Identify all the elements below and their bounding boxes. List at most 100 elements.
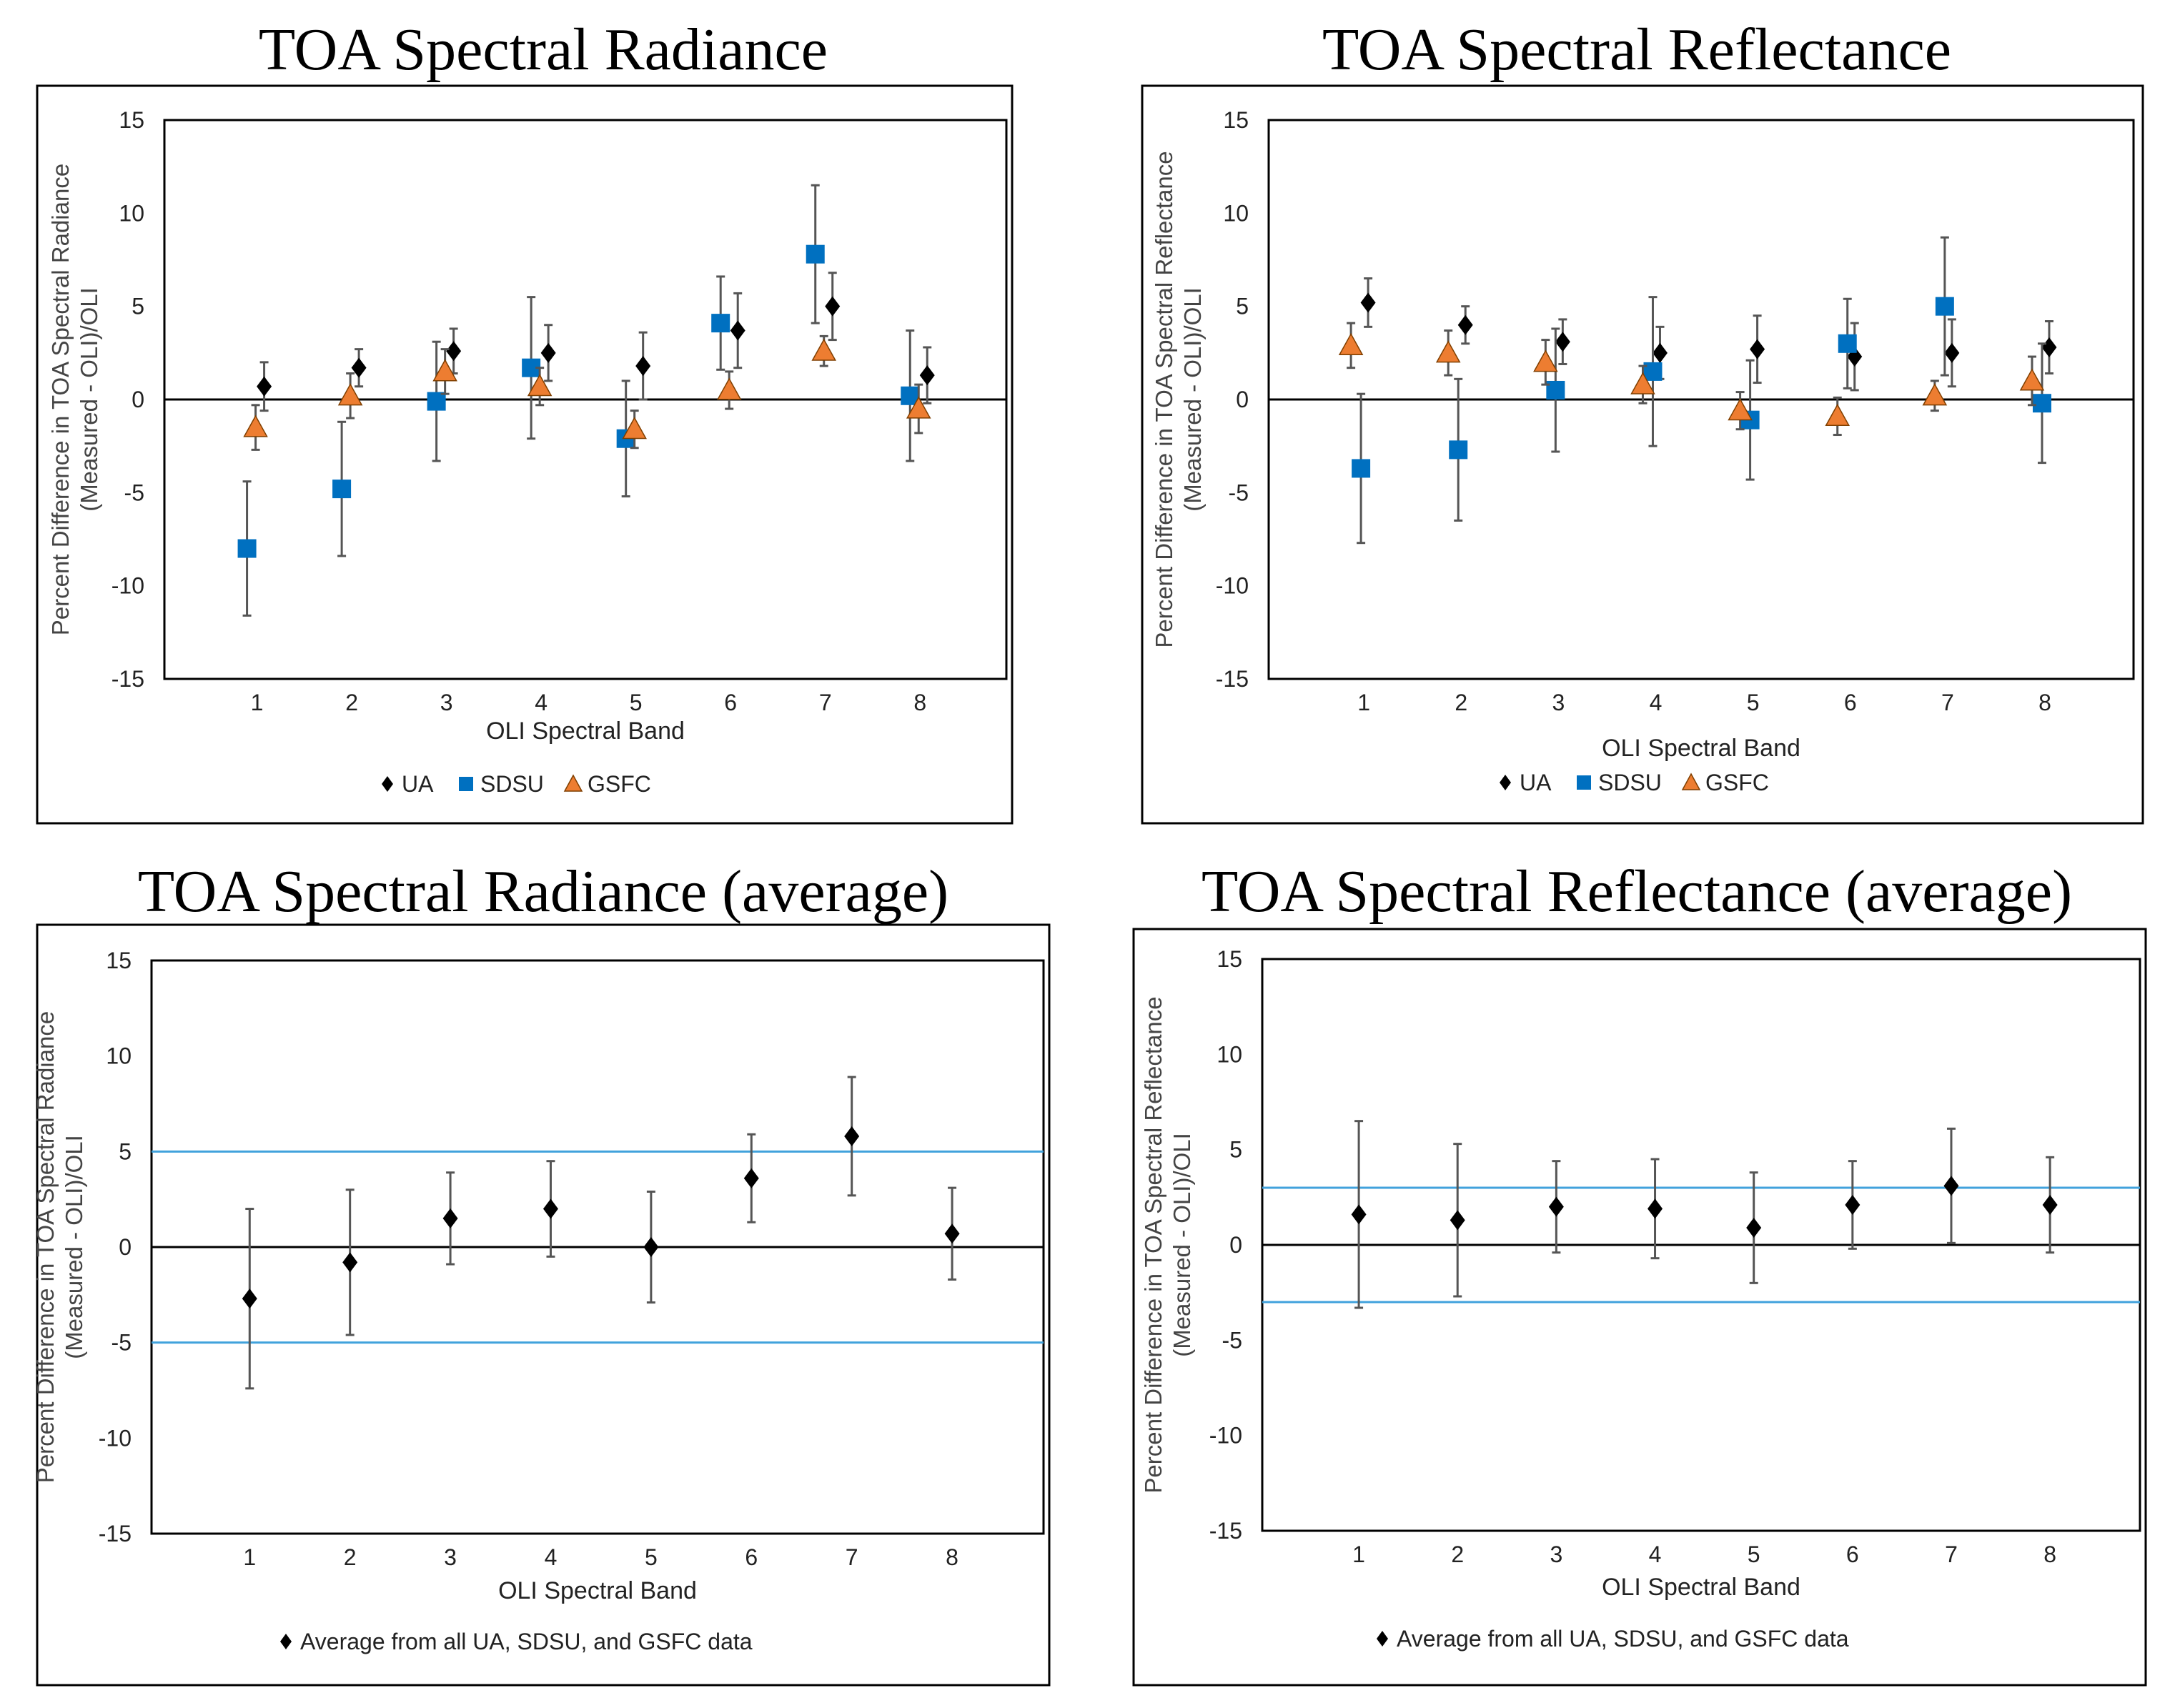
x-tick-label: 8	[2038, 690, 2051, 715]
data-point-square	[2032, 394, 2051, 413]
x-tick-label: 7	[1945, 1541, 1958, 1567]
y-tick-label: -15	[1209, 1518, 1242, 1544]
data-point-diamond	[342, 1252, 358, 1273]
data-point-square	[1352, 459, 1371, 478]
y-tick-label: -5	[112, 1330, 132, 1356]
y-tick-label: -10	[1216, 573, 1249, 599]
y-tick-label: -10	[112, 573, 144, 599]
x-tick-label: 2	[1455, 690, 1467, 715]
y-tick-label: 10	[106, 1043, 132, 1069]
data-point-diamond	[542, 1198, 558, 1219]
y-axis-label: Percent Difference in TOA Spectral Radia…	[47, 164, 102, 635]
data-point-triangle	[1435, 340, 1461, 363]
x-tick-label: 4	[545, 1544, 558, 1570]
data-point-diamond	[1750, 339, 1765, 359]
data-point-triangle	[337, 383, 363, 406]
data-point-diamond	[1555, 332, 1570, 352]
y-tick-label: 10	[119, 200, 144, 226]
x-tick-label: 7	[819, 690, 832, 715]
legend-marker-triangle	[1681, 773, 1701, 790]
data-point-triangle	[811, 338, 837, 361]
y-tick-label: 0	[119, 1234, 132, 1260]
y-tick-label: 5	[132, 294, 144, 319]
data-point-diamond	[351, 357, 367, 378]
y-tick-label: -5	[1222, 1327, 1242, 1353]
data-point-triangle	[716, 377, 742, 400]
data-point-diamond	[442, 1208, 458, 1228]
legend-label: UA	[1520, 770, 1552, 795]
data-point-triangle	[1338, 332, 1364, 355]
legend-marker-diamond	[1500, 775, 1511, 790]
data-point-diamond	[2041, 337, 2057, 358]
y-tick-label: 0	[1236, 387, 1249, 412]
series-gsfc	[1338, 322, 2045, 437]
data-point-diamond	[635, 356, 651, 377]
y-tick-label: -10	[99, 1425, 132, 1451]
x-tick-label: 3	[1552, 690, 1565, 715]
y-tick-label: -10	[1209, 1423, 1242, 1449]
data-point-triangle	[1533, 349, 1558, 372]
data-point-triangle	[906, 396, 931, 419]
data-point-diamond	[643, 1237, 659, 1257]
legend: Average from all UA, SDSU, and GSFC data	[1377, 1626, 1849, 1652]
chart-panel-4: 15 10 5 0 -5 -10 -15 1 2 3 4 5 6 7 8 OLI Spectral Band P…	[1132, 928, 2147, 1687]
x-tick-label: 6	[745, 1544, 758, 1570]
x-tick-label: 4	[1649, 1541, 1662, 1567]
data-point-diamond	[540, 342, 556, 363]
x-tick-label: 7	[1941, 690, 1954, 715]
y-tick-label: 10	[1223, 200, 1249, 226]
y-tick-label: 5	[1229, 1137, 1242, 1163]
legend-label: GSFC	[588, 771, 651, 797]
data-point-diamond	[1450, 1210, 1465, 1231]
data-point-square	[1838, 334, 1857, 353]
legend-marker-diamond	[1377, 1631, 1388, 1647]
data-point-diamond	[730, 320, 745, 341]
series-sdsu	[1352, 236, 2051, 545]
legend-marker-square	[459, 777, 473, 791]
x-axis-label: OLI Spectral Band	[498, 1577, 697, 1604]
data-point-diamond	[1351, 1204, 1367, 1225]
data-point-diamond	[944, 1223, 960, 1244]
y-axis-label-line-2: (Measured - OLI)/OLI	[1179, 287, 1206, 512]
legend-label: UA	[402, 771, 434, 797]
data-point-triangle	[1922, 383, 1948, 406]
y-tick-label: -15	[1216, 666, 1249, 692]
x-tick-label: 1	[1357, 690, 1370, 715]
data-point-diamond	[825, 296, 841, 317]
legend: UA SDSU GSFC	[382, 771, 651, 797]
x-tick-label: 1	[243, 1544, 256, 1570]
x-tick-label: 5	[630, 690, 643, 715]
y-tick-label: 15	[1217, 946, 1242, 972]
y-axis-label-line-2: (Measured - OLI)/OLI	[1169, 1133, 1195, 1357]
data-point-diamond	[1944, 342, 1960, 363]
data-point-diamond	[242, 1289, 257, 1309]
legend-marker-diamond	[382, 776, 393, 792]
data-point-square	[427, 392, 446, 411]
y-tick-label: -5	[124, 480, 144, 505]
chart-title-reflectance: TOA Spectral Reflectance	[1322, 16, 1952, 83]
data-point-triangle	[527, 374, 553, 397]
data-point-diamond	[1360, 292, 1376, 313]
y-axis-label-line-2: (Measured - OLI)/OLI	[76, 287, 102, 512]
x-tick-label: 4	[535, 690, 548, 715]
y-tick-label: 0	[132, 387, 144, 412]
x-tick-label: 3	[1550, 1541, 1562, 1567]
series-sdsu	[237, 184, 920, 617]
legend-label: GSFC	[1705, 770, 1769, 795]
chart-title-reflectance-average: TOA Spectral Reflectance (average)	[1201, 858, 2073, 925]
x-axis-label: OLI Spectral Band	[1602, 735, 1800, 762]
y-tick-label: 5	[1236, 294, 1249, 319]
x-tick-label: 5	[1747, 690, 1760, 715]
legend: UA SDSU GSFC	[1500, 770, 1769, 795]
data-point-diamond	[743, 1168, 759, 1188]
y-tick-label: -15	[112, 666, 144, 692]
chart-frame	[1132, 928, 2147, 1687]
series-gsfc	[243, 334, 931, 451]
data-point-diamond	[1746, 1218, 1762, 1238]
x-tick-label: 6	[1846, 1541, 1859, 1567]
chart-title-radiance: TOA Spectral Radiance	[258, 16, 828, 83]
x-tick-label: 2	[344, 1544, 357, 1570]
y-tick-label: -5	[1229, 480, 1249, 505]
y-tick-label: 5	[119, 1138, 132, 1164]
